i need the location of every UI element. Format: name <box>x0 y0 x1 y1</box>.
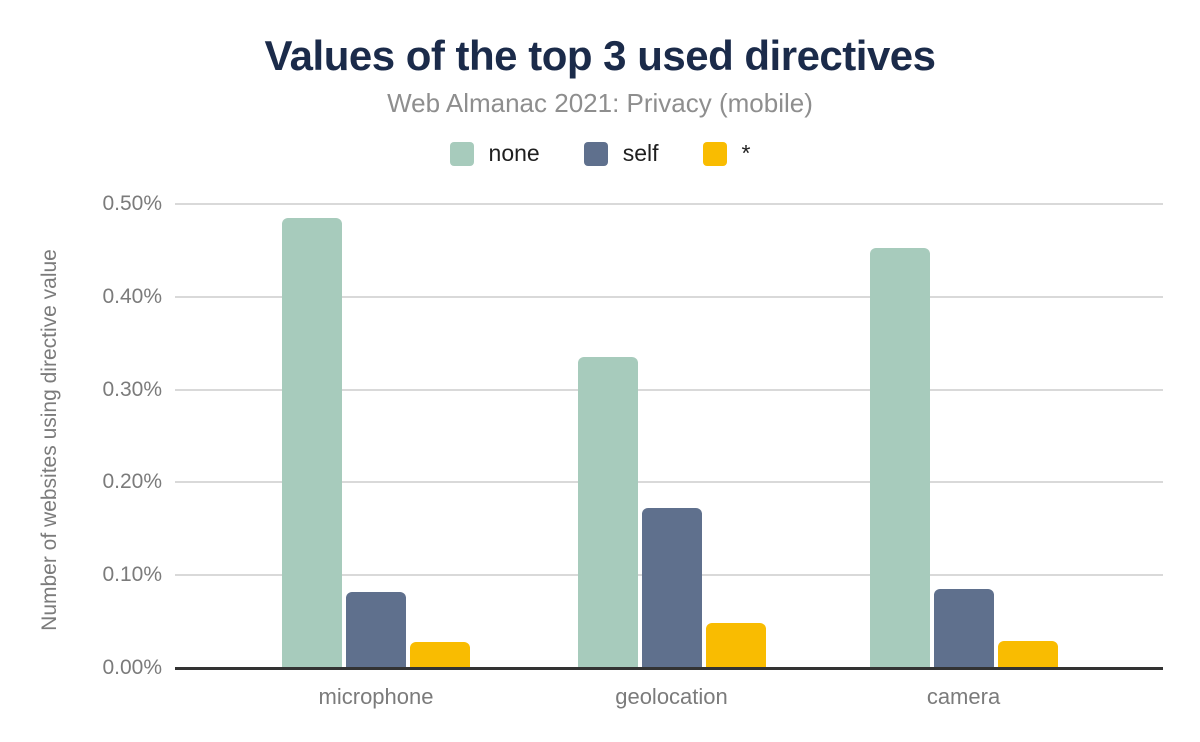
bar-geolocation-self <box>641 508 702 668</box>
bar-group-geolocation <box>577 204 766 668</box>
legend-label: self <box>622 140 659 166</box>
bar-microphone-none <box>282 217 342 668</box>
gridline <box>175 481 1163 484</box>
y-tick-label: 0.50% <box>102 192 162 215</box>
gridline <box>175 388 1163 391</box>
legend-item-none: none <box>449 140 540 167</box>
bar-geolocation-star <box>705 622 766 668</box>
y-tick-label: 0.30% <box>102 377 162 401</box>
x-category-label-camera: camera <box>926 684 1001 709</box>
legend-swatch-icon <box>702 141 727 166</box>
y-tick-label: 0.20% <box>102 470 162 494</box>
chart-subtitle: Web Almanac 2021: Privacy (mobile) <box>387 88 813 118</box>
legend-label: * <box>741 140 751 166</box>
bar-geolocation-none <box>577 357 638 668</box>
gridline <box>175 203 1163 205</box>
legend-swatch-icon <box>449 141 474 166</box>
x-axis-line <box>175 666 1163 670</box>
bar-camera-none <box>869 247 930 668</box>
legend: none self * <box>0 140 1200 167</box>
y-tick-label: 0.40% <box>102 284 162 308</box>
legend-swatch-icon <box>583 141 608 166</box>
legend-item-self: self <box>583 140 659 167</box>
bar-camera-self <box>933 589 994 668</box>
bar-camera-star <box>997 641 1058 668</box>
legend-item-star: * <box>702 140 751 167</box>
gridline <box>175 295 1163 298</box>
bar-group-camera <box>869 204 1058 668</box>
chart-title: Values of the top 3 used directives <box>264 32 936 79</box>
y-tick-label: 0.10% <box>102 563 162 587</box>
plot-area: 0.00% 0.10% 0.20% 0.30% 0.40% 0.50% <box>102 192 1163 679</box>
y-tick-label: 0.00% <box>102 656 162 679</box>
bar-group-microphone <box>282 204 470 668</box>
x-category-label-geolocation: geolocation <box>615 684 728 709</box>
x-category-label-microphone: microphone <box>318 684 434 709</box>
legend-label: none <box>488 140 540 166</box>
bar-microphone-star <box>410 642 470 668</box>
y-axis-title: Number of websites using directive value <box>38 249 61 631</box>
bar-microphone-self <box>346 591 406 668</box>
